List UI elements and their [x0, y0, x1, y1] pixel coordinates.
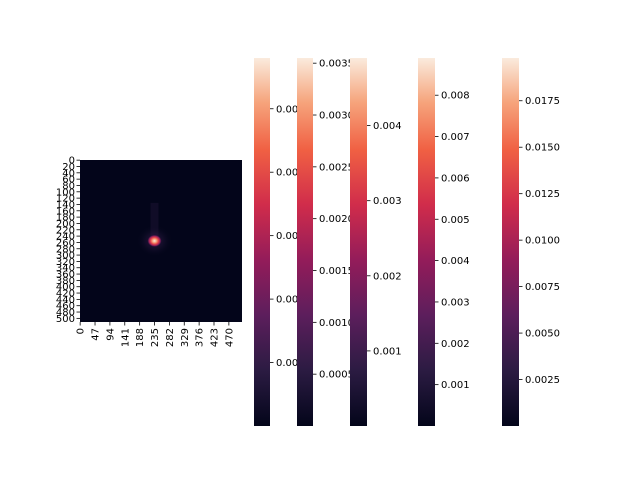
x-tick-label: 0	[76, 328, 87, 334]
colorbar-tick-label: 0.0035	[319, 59, 354, 70]
colorbar-tick-label: 0.0125	[525, 189, 560, 200]
colorbar-3: 0.001 0.002 0.003 0.004	[350, 58, 402, 426]
colorbar-tick-label: 0.005	[441, 215, 470, 226]
colorbar-tick-label: 0.001	[441, 380, 470, 391]
colorbar-tick-label: 0.003	[276, 231, 305, 242]
colorbar-tick-label: 0.001	[276, 358, 305, 369]
colorbar-tick-label: 0.0010	[319, 318, 354, 329]
colorbar-tick-label: 0.0175	[525, 96, 560, 107]
y-tick-label: 260	[56, 238, 75, 249]
y-tick-label: 220	[56, 225, 75, 236]
colorbar-tick-label: 0.002	[276, 295, 305, 306]
y-tick-label: 180	[56, 213, 75, 224]
colorbar-tick-label: 0.004	[276, 168, 305, 179]
heatmap-peak	[147, 234, 162, 247]
colorbar-tick-label: 0.002	[441, 339, 470, 350]
colorbar-tick-label: 0.006	[441, 173, 470, 184]
x-tick-label: 141	[120, 328, 131, 347]
y-tick-label: 160	[56, 206, 75, 217]
colorbar-gradient	[297, 58, 313, 426]
colorbar-tick-label: 0.0150	[525, 143, 560, 154]
y-tick-label: 460	[56, 301, 75, 312]
colorbar-tick-label: 0.005	[276, 104, 305, 115]
colorbar-2: 0.0005 0.0010 0.0015 0.0020 0.0025 0.0030 0.00…	[297, 58, 354, 426]
x-tick-label: 188	[135, 328, 146, 347]
y-tick-label: 320	[56, 257, 75, 268]
y-tick-label: 40	[62, 168, 75, 179]
colorbar-4: 0.001 0.002 0.003 0.004 0.005 0.006 0.007 0.008	[418, 58, 470, 426]
heatmap: 0 47 94 141 188 235 282 329 376 423 47002040608010…	[56, 156, 242, 347]
y-tick-label: 80	[62, 181, 75, 192]
colorbar-tick-label: 0.0100	[525, 236, 560, 247]
y-tick-label: 200	[56, 219, 75, 230]
heatmap-streak	[150, 202, 159, 241]
y-tick-label: 240	[56, 232, 75, 243]
y-tick-label: 120	[56, 194, 75, 205]
y-tick-label: 340	[56, 263, 75, 274]
colorbar-tick-label: 0.004	[441, 256, 470, 267]
colorbars: 0.0010.0020.0030.0040.0050.00050.00100.0…	[254, 58, 560, 426]
x-tick-label: 47	[91, 328, 102, 341]
colorbar-tick-label: 0.0005	[319, 370, 354, 381]
y-tick-label: 60	[62, 175, 75, 186]
x-tick-label: 235	[150, 328, 161, 347]
colorbar-tick-label: 0.0050	[525, 329, 560, 340]
y-tick-label: 400	[56, 282, 75, 293]
y-tick-label: 420	[56, 289, 75, 300]
y-tick-label: 440	[56, 295, 75, 306]
colorbar-gradient	[502, 58, 519, 426]
colorbar-tick-label: 0.008	[441, 91, 470, 102]
y-tick-label: 380	[56, 276, 75, 287]
colorbar-tick-label: 0.0030	[319, 111, 354, 122]
y-tick-label: 360	[56, 270, 75, 281]
x-tick-label: 423	[209, 328, 220, 347]
x-tick-label: 470	[224, 328, 235, 347]
y-tick-label: 280	[56, 244, 75, 255]
colorbar-tick-label: 0.0075	[525, 282, 560, 293]
x-tick-label: 376	[195, 328, 206, 347]
colorbar-tick-label: 0.001	[373, 346, 402, 357]
colorbar-gradient	[350, 58, 367, 426]
colorbar-gradient	[418, 58, 435, 426]
colorbar-tick-label: 0.0015	[319, 266, 354, 277]
colorbar-tick-label: 0.003	[441, 297, 470, 308]
x-tick-label: 94	[105, 328, 116, 341]
x-tick-label: 282	[165, 328, 176, 347]
colorbar-tick-label: 0.007	[441, 132, 470, 143]
y-tick-label: 300	[56, 251, 75, 262]
colorbar-tick-label: 0.0025	[319, 162, 354, 173]
colorbar-tick-label: 0.002	[373, 271, 402, 282]
colorbar-tick-label: 0.004	[373, 121, 402, 132]
y-tick-label: 140	[56, 200, 75, 211]
colorbar-5: 0.0025 0.0050 0.0075 0.0100 0.0125 0.0150 0.01…	[502, 58, 560, 426]
colorbar-1: 0.001 0.002 0.003 0.004 0.005	[254, 58, 305, 426]
x-tick-label: 329	[180, 328, 191, 347]
y-tick-label: 20	[62, 162, 75, 173]
y-tick-label: 0	[69, 156, 75, 167]
y-tick-label: 480	[56, 308, 75, 319]
colorbar-tick-label: 0.003	[373, 196, 402, 207]
y-tick-label: 100	[56, 187, 75, 198]
colorbar-tick-label: 0.0020	[319, 214, 354, 225]
y-tick-label: 500	[56, 314, 75, 325]
colorbar-tick-label: 0.0025	[525, 375, 560, 386]
colorbar-gradient	[254, 58, 270, 426]
